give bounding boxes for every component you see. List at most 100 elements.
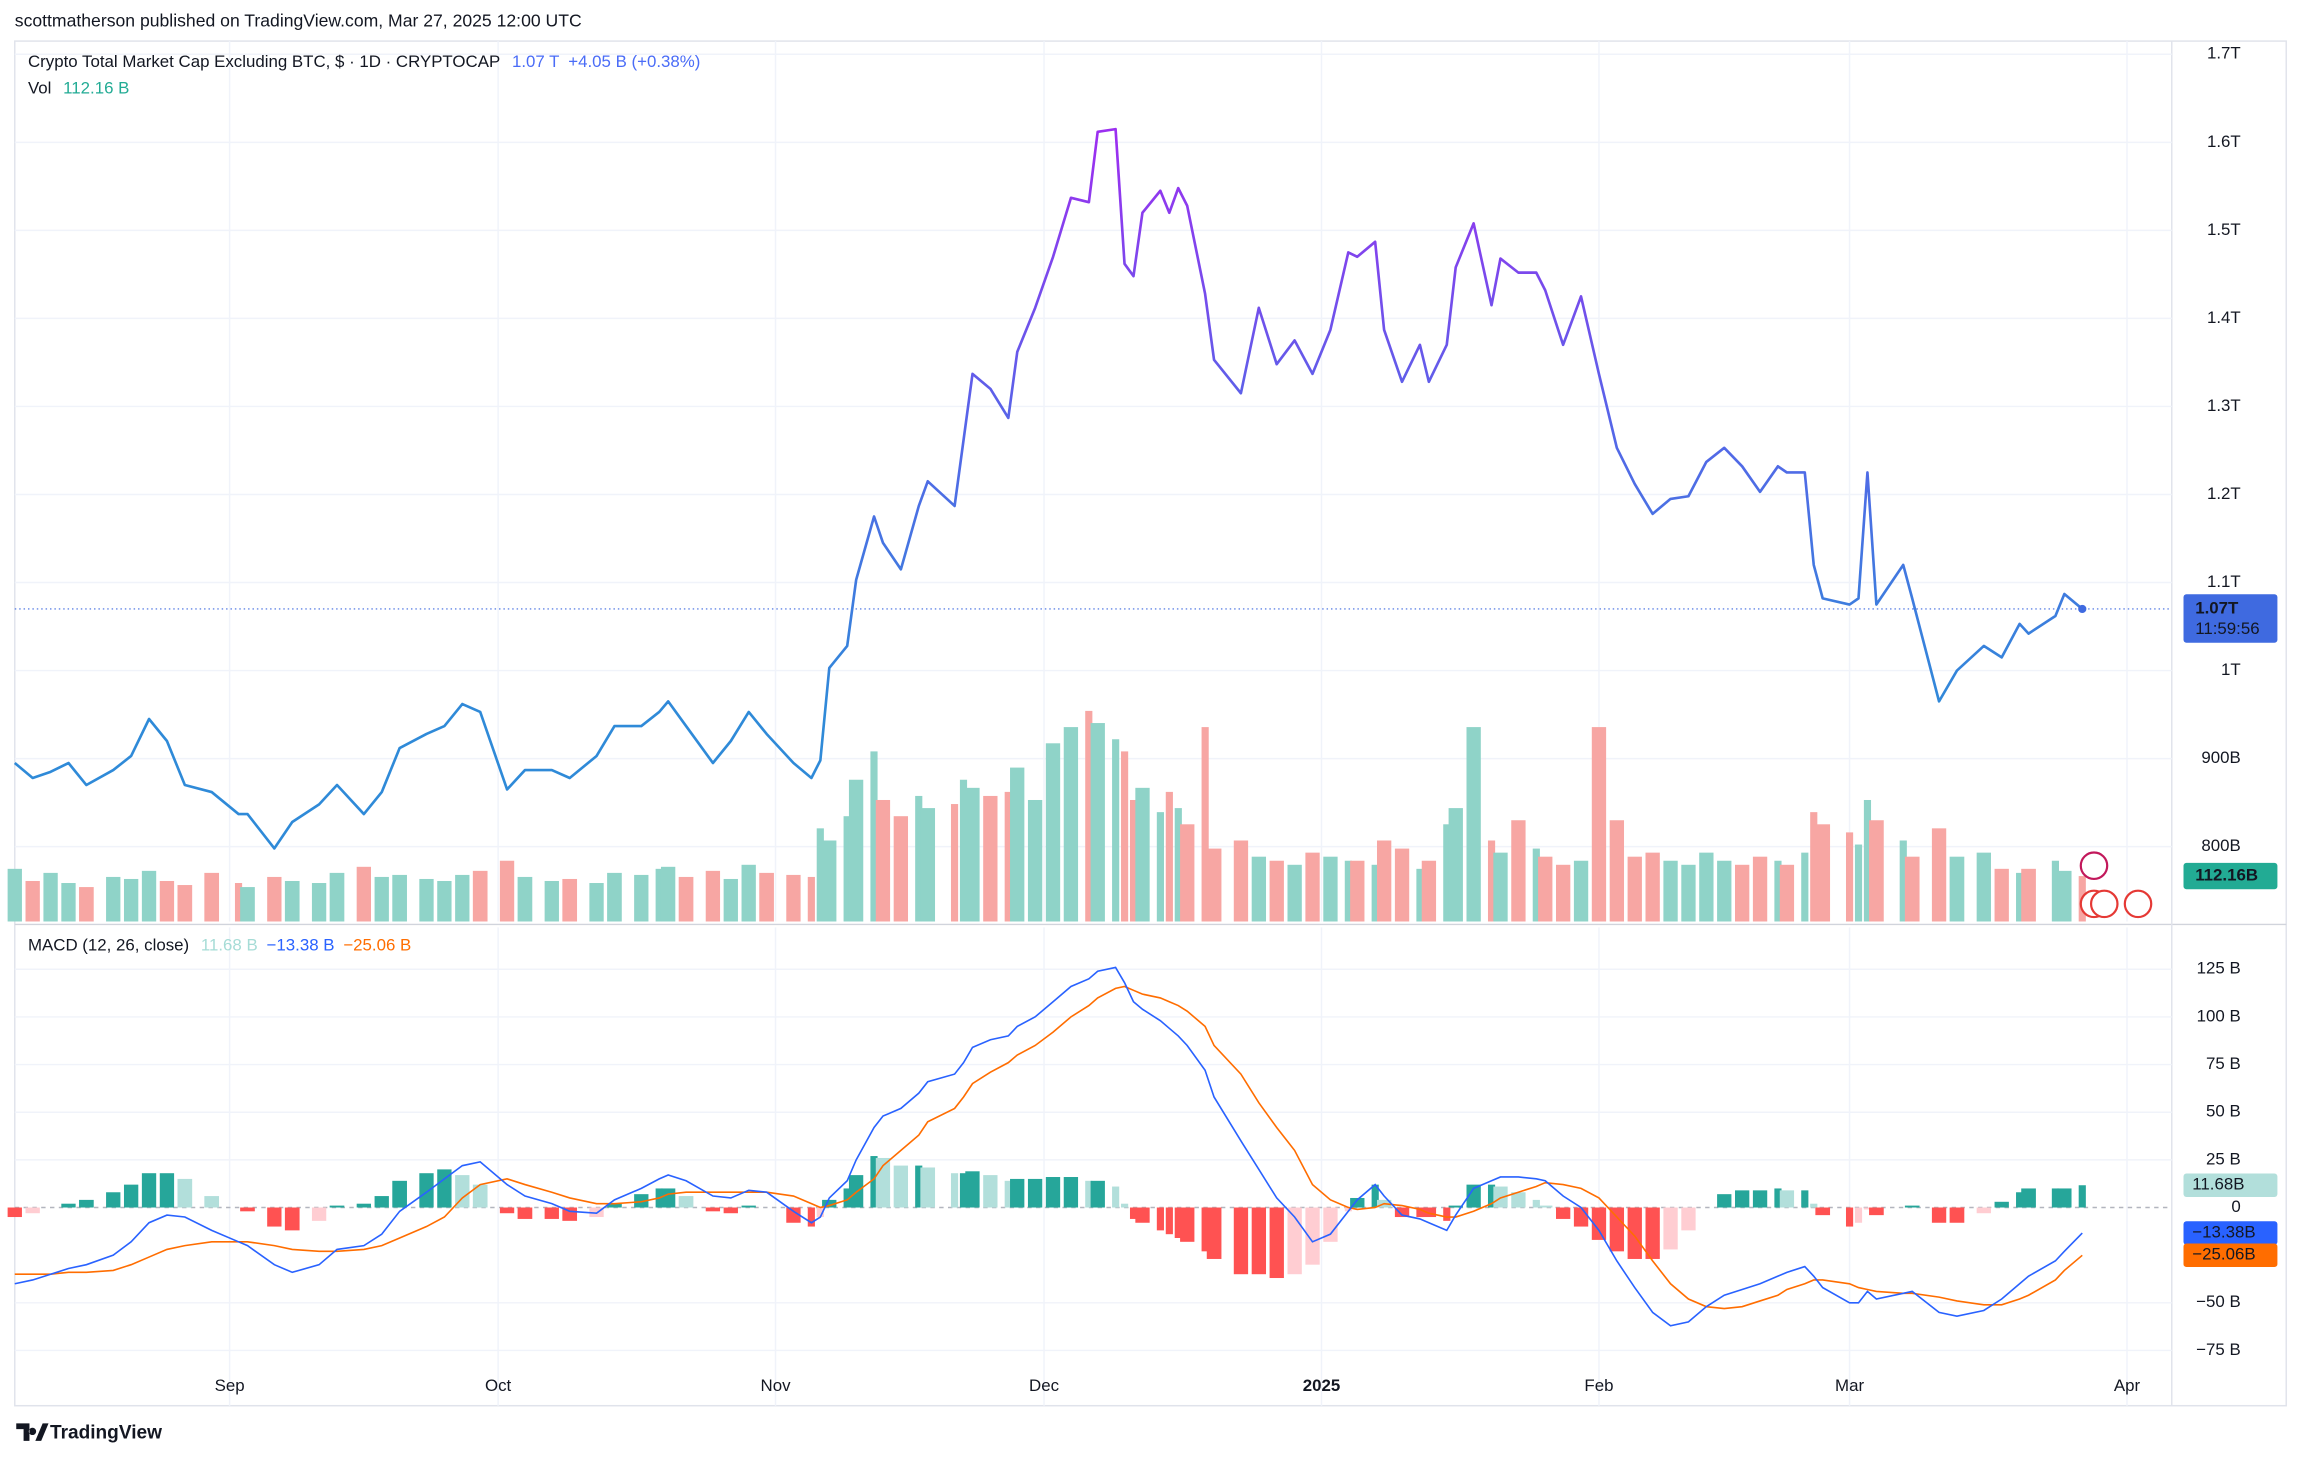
volume-bar — [950, 804, 959, 922]
histogram-bar — [1394, 1207, 1410, 1218]
volume-bar — [920, 808, 936, 922]
volume-bar — [723, 878, 738, 922]
histogram-bar — [1350, 1197, 1365, 1208]
histogram-bar — [1045, 1177, 1061, 1208]
histogram-bar — [1810, 1203, 1818, 1208]
volume-bar — [1090, 723, 1105, 922]
volume-bar — [43, 872, 58, 922]
volume-bar — [959, 779, 968, 922]
legend-title: Crypto Total Market Cap Excluding BTC, $… — [28, 53, 700, 72]
histogram-bar — [1493, 1186, 1508, 1208]
histogram-bar — [1004, 1180, 1012, 1208]
volume-bar — [634, 874, 649, 922]
histogram-bar — [311, 1207, 327, 1221]
brand-logo — [16, 1423, 49, 1441]
volume-bar — [1180, 824, 1195, 922]
histogram-bar — [499, 1207, 515, 1214]
volume-bar — [1371, 864, 1379, 922]
volume-bar — [1532, 848, 1540, 922]
histogram-bar — [2021, 1188, 2036, 1208]
frame — [14, 40, 2287, 1407]
signal-line — [14, 985, 2083, 1310]
histogram-bar — [1443, 1207, 1451, 1221]
histogram-bar — [1063, 1177, 1079, 1208]
histogram-bar — [1774, 1188, 1782, 1208]
volume-bar — [915, 795, 923, 922]
volume-bar — [284, 880, 300, 922]
y-tick-label: 900B — [2201, 748, 2240, 767]
signal-tag-label: −25.06B — [2192, 1245, 2255, 1264]
volume-bar — [437, 880, 452, 922]
volume-bar — [660, 866, 676, 922]
histogram-bar — [1112, 1186, 1120, 1208]
volume-bar — [1344, 860, 1352, 922]
volume-bar — [1376, 840, 1392, 922]
volume-bar — [822, 840, 837, 922]
volume-bar — [544, 880, 559, 922]
macd-title: MACD (12, 26, close) — [28, 936, 189, 955]
volume-bar — [1609, 820, 1625, 922]
histogram-tag — [2183, 1173, 2278, 1197]
volume-bar — [741, 864, 756, 922]
histogram-bar — [267, 1207, 282, 1227]
volume-tag-label: 112.16B — [2195, 866, 2258, 885]
x-tick-label: Dec — [1029, 1376, 1059, 1395]
event-icons — [2079, 851, 2153, 919]
histogram-bar — [177, 1178, 193, 1208]
volume-bar — [1466, 727, 1481, 922]
y-tick-label: 1.4T — [2207, 308, 2241, 327]
histogram-bar — [1165, 1207, 1173, 1235]
x-tick-label: 2025 — [1303, 1376, 1341, 1395]
histogram-bar — [965, 1171, 980, 1208]
histogram-bar — [1752, 1190, 1768, 1208]
volume-bar — [1591, 727, 1607, 922]
volume-bar — [1443, 824, 1451, 922]
volume-bar — [267, 876, 282, 922]
volume-bar — [1206, 848, 1222, 922]
volume-bar — [562, 878, 578, 922]
volume-bar — [1135, 787, 1150, 922]
histogram-bar — [1421, 1207, 1437, 1218]
volume-bar — [204, 872, 220, 922]
y-tick-label: 800B — [2201, 836, 2240, 855]
histogram-bar — [1681, 1207, 1696, 1231]
macd-last: −13.38 B — [267, 936, 335, 955]
volume-bar — [1645, 852, 1660, 922]
volume-bar — [141, 870, 157, 922]
volume-bar — [816, 828, 824, 922]
histogram-bar — [822, 1199, 837, 1208]
volume-bar — [965, 787, 980, 922]
histogram-bar — [1863, 1207, 1872, 1210]
histogram-bar — [816, 1207, 824, 1218]
histogram-bar — [1121, 1203, 1129, 1208]
price-change: +4.05 B (+0.38%) — [568, 53, 700, 72]
histogram-bar — [705, 1207, 721, 1212]
histogram-bar — [1487, 1184, 1496, 1208]
histogram-bar — [517, 1207, 533, 1219]
histogram-bar — [79, 1199, 94, 1208]
histogram-bar — [1135, 1207, 1150, 1223]
x-tick-label: Mar — [1835, 1376, 1864, 1395]
histogram-bar — [1156, 1207, 1164, 1231]
volume-bar — [1233, 840, 1249, 922]
x-tick-label: Nov — [761, 1376, 792, 1395]
macd-line — [14, 966, 2083, 1327]
histogram-bar — [472, 1184, 488, 1208]
volume-last: 112.16 B — [63, 79, 129, 98]
macd-tag-label: −13.38B — [2192, 1222, 2255, 1241]
volume-bar — [106, 876, 121, 922]
volume-bar — [843, 816, 851, 922]
volume-bar — [419, 878, 434, 922]
volume-bar — [1121, 751, 1129, 922]
histogram-bar — [1801, 1190, 1809, 1208]
volume-bar — [61, 883, 76, 922]
volume-bar — [1201, 727, 1209, 922]
histogram-bar — [1269, 1207, 1284, 1279]
volume-bar — [455, 874, 470, 922]
macd-tag — [2183, 1221, 2278, 1245]
histogram-bar — [1779, 1190, 1795, 1208]
histogram-bar — [106, 1192, 121, 1208]
y-tick-label: 1.1T — [2207, 572, 2241, 591]
volume-bar — [1810, 812, 1818, 922]
volume-legend: Vol 112.16 B — [28, 79, 129, 98]
